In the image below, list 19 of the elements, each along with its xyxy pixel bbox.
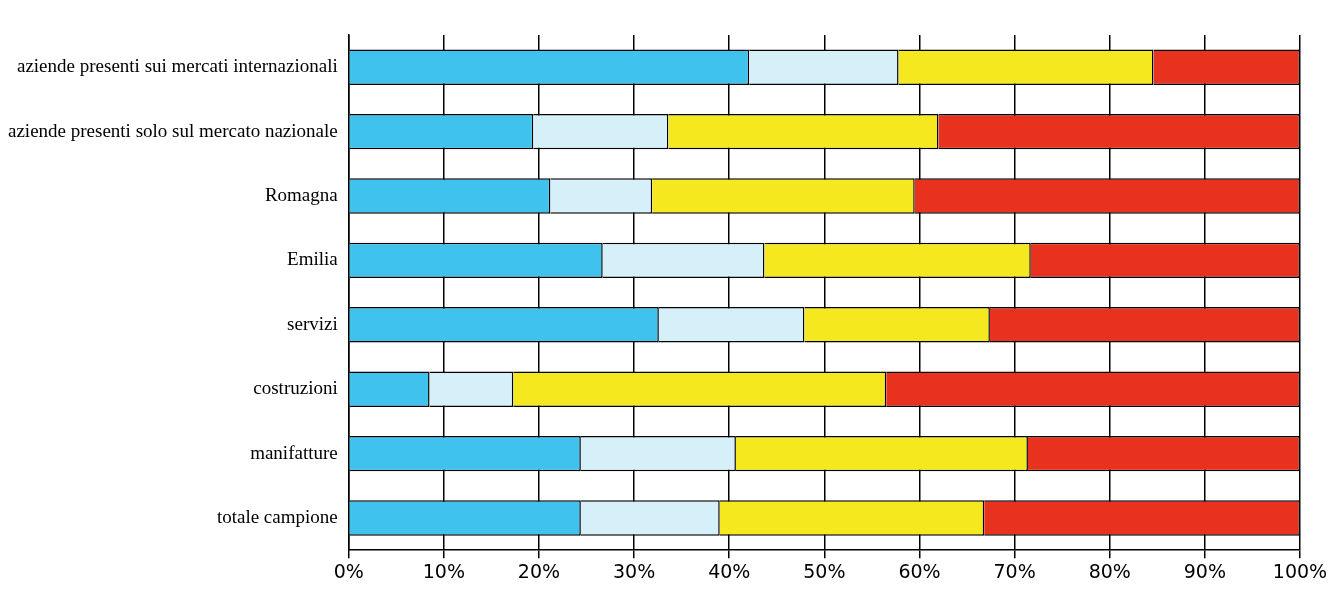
y-tick-label: Romagna: [264, 183, 339, 205]
y-tick-label: aziende presenti solo sul mercato nazionale: [7, 119, 338, 141]
y-tick-label: aziende presenti sui mercati internazionali: [16, 55, 338, 77]
x-tick-label: 30%: [612, 559, 656, 582]
y-tick-label: manifatture: [250, 441, 338, 463]
x-tick-label: 10%: [422, 559, 465, 582]
x-tick-label: 40%: [708, 559, 751, 582]
x-tick-label: 80%: [1088, 559, 1131, 582]
x-tick-label: 60%: [898, 559, 941, 582]
x-tick-label: 50%: [803, 559, 846, 582]
y-tick-label: Emilia: [287, 248, 339, 270]
y-tick-label: servizi: [287, 312, 338, 334]
x-tick-label: 70%: [993, 559, 1036, 582]
x-tick-label: 20%: [517, 559, 561, 582]
x-tick-label: 0%: [333, 559, 364, 582]
x-tick-label: 90%: [1183, 559, 1226, 582]
y-tick-label: totale campione: [216, 505, 338, 527]
y-tick-label: costruzioni: [253, 377, 338, 399]
x-tick-label: 100%: [1272, 559, 1328, 582]
